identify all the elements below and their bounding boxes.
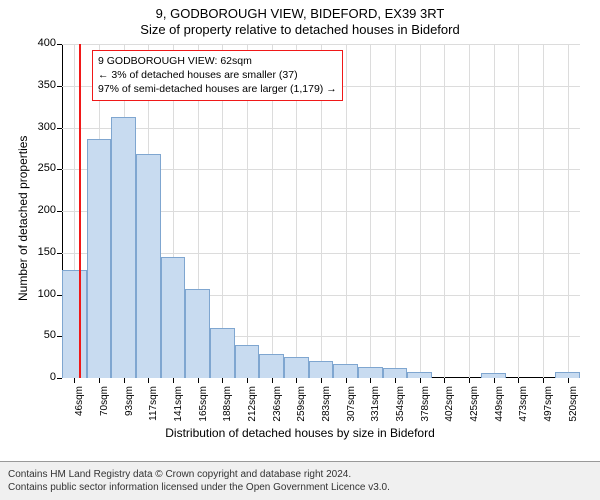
x-tick-label: 331sqm [370, 386, 381, 430]
histogram-bar [210, 328, 235, 378]
x-tick-label: 449sqm [494, 386, 505, 430]
attribution-footer: Contains HM Land Registry data © Crown c… [0, 461, 600, 500]
x-tick-label: 425sqm [469, 386, 480, 430]
x-tick-label: 307sqm [346, 386, 357, 430]
x-tick-label: 520sqm [568, 386, 579, 430]
y-tick-label: 0 [28, 371, 56, 383]
y-axis-label: Number of detached properties [16, 136, 30, 301]
x-tick-label: 70sqm [99, 386, 110, 430]
chart-title-description: Size of property relative to detached ho… [0, 22, 600, 37]
histogram-bar [136, 154, 161, 378]
y-tick-label: 50 [28, 329, 56, 341]
y-tick-label: 400 [28, 37, 56, 49]
x-tick-label: 46sqm [74, 386, 85, 430]
histogram-bar [185, 289, 210, 378]
histogram-bar [383, 368, 408, 378]
footer-line-1: Contains HM Land Registry data © Crown c… [8, 468, 592, 481]
histogram-bar [333, 364, 358, 378]
y-tick-label: 250 [28, 162, 56, 174]
annotation-line: ← 3% of detached houses are smaller (37) [98, 68, 337, 82]
y-tick-label: 350 [28, 79, 56, 91]
histogram-bar [111, 117, 136, 378]
histogram-bar [358, 367, 383, 378]
histogram-bar [407, 372, 432, 378]
histogram-bar [87, 139, 112, 378]
y-tick-label: 150 [28, 246, 56, 258]
x-tick-label: 212sqm [247, 386, 258, 430]
y-tick-label: 300 [28, 121, 56, 133]
histogram-bar [235, 345, 260, 378]
histogram-bar [259, 354, 284, 378]
histogram-bar [161, 257, 186, 378]
annotation-line: 9 GODBOROUGH VIEW: 62sqm [98, 54, 337, 68]
histogram-bar [555, 372, 580, 378]
x-tick-label: 93sqm [124, 386, 135, 430]
histogram-bar [309, 361, 334, 378]
annotation-line: 97% of semi-detached houses are larger (… [98, 82, 337, 96]
x-tick-label: 141sqm [173, 386, 184, 430]
x-tick-label: 402sqm [444, 386, 455, 430]
chart-plot-area: 9 GODBOROUGH VIEW: 62sqm← 3% of detached… [62, 44, 580, 378]
x-tick-label: 236sqm [272, 386, 283, 430]
property-annotation-box: 9 GODBOROUGH VIEW: 62sqm← 3% of detached… [92, 50, 343, 101]
y-tick-label: 200 [28, 204, 56, 216]
x-tick-label: 283sqm [321, 386, 332, 430]
histogram-bar [481, 373, 506, 378]
x-tick-label: 354sqm [395, 386, 406, 430]
x-tick-label: 378sqm [420, 386, 431, 430]
x-tick-label: 473sqm [518, 386, 529, 430]
x-tick-label: 497sqm [543, 386, 554, 430]
x-tick-label: 188sqm [222, 386, 233, 430]
property-marker-line [79, 44, 81, 378]
x-tick-label: 165sqm [198, 386, 209, 430]
histogram-bar [284, 357, 309, 378]
x-tick-label: 259sqm [296, 386, 307, 430]
x-tick-label: 117sqm [148, 386, 159, 430]
chart-title-address: 9, GODBOROUGH VIEW, BIDEFORD, EX39 3RT [0, 6, 600, 21]
footer-line-2: Contains public sector information licen… [8, 481, 592, 494]
histogram-bar [62, 270, 87, 378]
y-tick-label: 100 [28, 288, 56, 300]
